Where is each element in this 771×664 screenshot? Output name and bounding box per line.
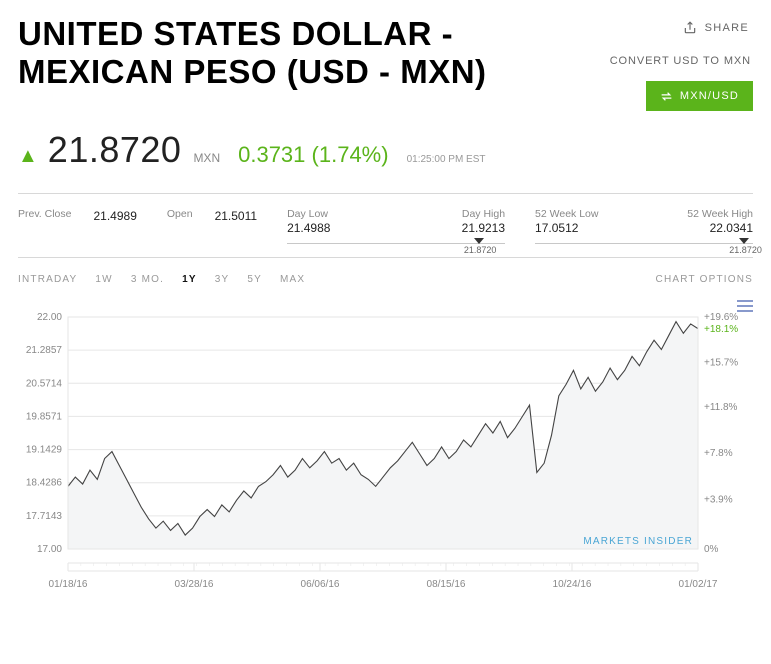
timeframe-tab[interactable]: MAX bbox=[280, 274, 305, 285]
svg-text:+18.1%: +18.1% bbox=[704, 324, 738, 335]
svg-text:06/06/16: 06/06/16 bbox=[301, 579, 340, 590]
svg-text:17.00: 17.00 bbox=[37, 544, 62, 555]
price-change: 0.3731 (1.74%) bbox=[238, 142, 388, 168]
timeframe-tab[interactable]: 1Y bbox=[182, 274, 197, 285]
timeframe-tab[interactable]: 3 MO. bbox=[131, 274, 164, 285]
day-range: Day LowDay High 21.498821.9213 21.8720 bbox=[287, 208, 505, 249]
svg-text:+7.8%: +7.8% bbox=[704, 448, 733, 459]
direction-up-icon: ▲ bbox=[18, 145, 38, 168]
share-button[interactable]: SHARE bbox=[679, 15, 753, 41]
svg-text:08/15/16: 08/15/16 bbox=[427, 579, 466, 590]
svg-text:17.7143: 17.7143 bbox=[26, 511, 63, 522]
timeframe-tab[interactable]: 1W bbox=[95, 274, 112, 285]
svg-text:+15.7%: +15.7% bbox=[704, 358, 738, 369]
timeframe-tab[interactable]: 3Y bbox=[215, 274, 230, 285]
svg-text:19.8571: 19.8571 bbox=[26, 411, 63, 422]
chart-watermark: MARKETS INSIDER bbox=[583, 536, 693, 547]
swap-label: MXN/USD bbox=[680, 90, 739, 102]
svg-text:+11.8%: +11.8% bbox=[704, 402, 738, 413]
timeframe-tab[interactable]: INTRADAY bbox=[18, 274, 77, 285]
svg-text:21.2857: 21.2857 bbox=[26, 345, 63, 356]
currency-label: MXN bbox=[193, 151, 220, 165]
svg-text:01/02/17: 01/02/17 bbox=[679, 579, 718, 590]
svg-text:01/18/16: 01/18/16 bbox=[49, 579, 88, 590]
svg-text:03/28/16: 03/28/16 bbox=[175, 579, 214, 590]
stats-row: Prev. Close 21.4989 Open 21.5011 Day Low… bbox=[18, 194, 753, 258]
svg-text:0%: 0% bbox=[704, 544, 719, 555]
swap-pair-button[interactable]: MXN/USD bbox=[646, 81, 753, 111]
svg-text:19.1429: 19.1429 bbox=[26, 445, 63, 456]
chart-options-button[interactable]: CHART OPTIONS bbox=[656, 274, 753, 285]
swap-icon bbox=[660, 91, 673, 102]
quote-timestamp: 01:25:00 PM EST bbox=[407, 154, 486, 165]
last-price: 21.8720 bbox=[48, 129, 182, 171]
quote-row: ▲ 21.8720 MXN 0.3731 (1.74%) 01:25:00 PM… bbox=[18, 129, 753, 171]
svg-text:10/24/16: 10/24/16 bbox=[553, 579, 592, 590]
svg-text:18.4286: 18.4286 bbox=[26, 478, 63, 489]
timeframe-tab[interactable]: 5Y bbox=[247, 274, 262, 285]
convert-link[interactable]: CONVERT USD TO MXN bbox=[608, 51, 753, 71]
price-chart: 17.00 17.7143 18.4286 19.1429 19.8571 20.5714… bbox=[18, 299, 753, 599]
share-icon bbox=[683, 21, 697, 35]
svg-text:22.00: 22.00 bbox=[37, 312, 62, 323]
week52-range: 52 Week Low52 Week High 17.051222.0341 2… bbox=[535, 208, 753, 249]
stat-prev-close: Prev. Close bbox=[18, 208, 72, 223]
svg-text:+19.6%: +19.6% bbox=[704, 312, 738, 323]
chart-menu-icon[interactable] bbox=[737, 299, 753, 317]
svg-text:+3.9%: +3.9% bbox=[704, 495, 733, 506]
svg-text:20.5714: 20.5714 bbox=[26, 378, 63, 389]
share-label: SHARE bbox=[705, 22, 749, 34]
stat-open: Open bbox=[167, 208, 193, 223]
page-title: UNITED STATES DOLLAR - MEXICAN PESO (USD… bbox=[18, 15, 583, 91]
timeframe-tabs: INTRADAY 1W 3 MO. 1Y 3Y 5Y MAX bbox=[18, 274, 305, 285]
